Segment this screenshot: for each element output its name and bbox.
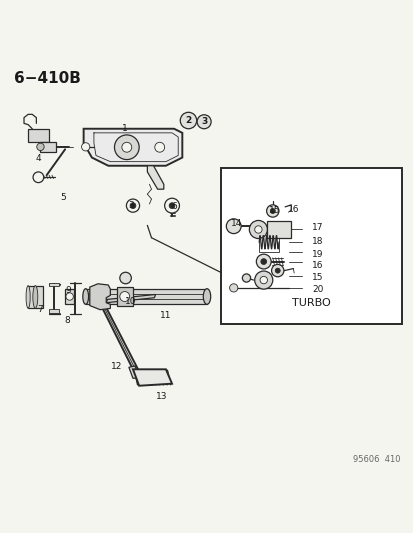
- Circle shape: [229, 284, 237, 292]
- Bar: [221, 168, 401, 324]
- Circle shape: [242, 274, 250, 282]
- Text: 20: 20: [311, 285, 323, 294]
- Polygon shape: [128, 366, 139, 378]
- Bar: [65, 289, 74, 304]
- Circle shape: [37, 143, 44, 150]
- Bar: [85, 289, 206, 304]
- Circle shape: [256, 254, 271, 269]
- Text: 5: 5: [60, 193, 66, 202]
- Ellipse shape: [26, 286, 30, 308]
- Circle shape: [130, 203, 135, 208]
- Text: 95606  410: 95606 410: [352, 455, 399, 464]
- Ellipse shape: [83, 289, 88, 304]
- Circle shape: [275, 268, 280, 273]
- Text: 3: 3: [128, 201, 133, 210]
- Circle shape: [249, 221, 267, 239]
- Circle shape: [254, 271, 272, 289]
- Bar: [266, 221, 291, 238]
- Text: 11: 11: [160, 311, 171, 320]
- Text: 10: 10: [124, 297, 136, 306]
- Circle shape: [33, 172, 44, 183]
- Bar: [259, 232, 278, 252]
- Bar: [28, 129, 49, 142]
- Text: 16: 16: [287, 205, 298, 214]
- Circle shape: [259, 277, 267, 284]
- Circle shape: [66, 293, 73, 300]
- Circle shape: [254, 226, 261, 233]
- Text: 14: 14: [230, 219, 241, 228]
- Polygon shape: [106, 294, 155, 303]
- Text: 12: 12: [111, 361, 122, 370]
- Circle shape: [270, 208, 275, 213]
- Text: 1: 1: [121, 124, 127, 133]
- Bar: [28, 286, 43, 309]
- Text: 16: 16: [311, 261, 323, 270]
- Text: 9: 9: [65, 286, 71, 295]
- Text: 15: 15: [311, 273, 323, 282]
- Text: 6: 6: [171, 203, 176, 212]
- Text: 7: 7: [38, 305, 43, 314]
- Circle shape: [197, 115, 211, 129]
- Text: TURBO: TURBO: [292, 298, 330, 309]
- Circle shape: [121, 142, 131, 152]
- Text: 8: 8: [64, 316, 70, 325]
- Bar: [40, 142, 56, 152]
- Circle shape: [260, 259, 266, 264]
- Bar: [49, 283, 59, 286]
- Text: 19: 19: [311, 249, 323, 259]
- Text: 4: 4: [36, 154, 41, 163]
- Text: 13: 13: [156, 392, 167, 400]
- Ellipse shape: [203, 289, 210, 304]
- Circle shape: [114, 135, 139, 159]
- Polygon shape: [133, 369, 172, 386]
- Circle shape: [81, 143, 90, 151]
- Text: 15: 15: [268, 206, 280, 215]
- Text: 3: 3: [201, 117, 208, 126]
- Text: 18: 18: [311, 237, 323, 246]
- Bar: [49, 309, 59, 312]
- Text: 17: 17: [311, 223, 323, 232]
- Ellipse shape: [33, 286, 38, 308]
- Text: 2: 2: [185, 116, 191, 125]
- Circle shape: [126, 199, 139, 212]
- Circle shape: [119, 272, 131, 284]
- Circle shape: [226, 219, 240, 233]
- Circle shape: [271, 264, 283, 277]
- Circle shape: [180, 112, 196, 129]
- Bar: [116, 287, 133, 306]
- Polygon shape: [147, 166, 164, 189]
- Polygon shape: [102, 308, 141, 377]
- Polygon shape: [90, 284, 110, 310]
- Circle shape: [266, 205, 278, 217]
- Circle shape: [164, 198, 179, 213]
- Text: 6−410B: 6−410B: [14, 71, 81, 86]
- Circle shape: [169, 203, 175, 208]
- Circle shape: [119, 292, 129, 302]
- Circle shape: [154, 142, 164, 152]
- Polygon shape: [83, 129, 182, 166]
